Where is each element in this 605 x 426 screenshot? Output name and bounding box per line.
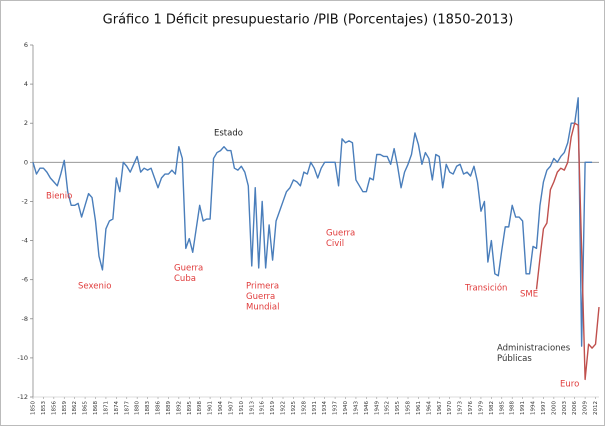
x-tick-label: 1961 <box>416 401 422 415</box>
y-tick-label: 6 <box>24 41 28 49</box>
x-tick-label: 1919 <box>270 401 276 415</box>
x-tick-label: 1949 <box>374 401 380 415</box>
annotation: Mundial <box>246 303 279 313</box>
x-tick-label: 1982 <box>489 401 495 415</box>
x-tick-label: 1997 <box>541 401 547 415</box>
annotation: Transición <box>464 283 507 294</box>
x-tick-label: 1850 <box>31 401 37 415</box>
x-tick-label: 1925 <box>291 401 297 415</box>
x-tick-label: 1958 <box>406 401 412 415</box>
x-tick-label: 2000 <box>551 401 557 415</box>
y-tick-label: -8 <box>22 315 28 323</box>
x-tick-label: 1868 <box>93 401 99 415</box>
x-tick-label: 1895 <box>187 401 193 415</box>
annotation: Primera <box>246 282 279 292</box>
x-tick-label: 1970 <box>447 401 453 415</box>
x-tick-label: 1889 <box>166 401 172 415</box>
x-tick-label: 1913 <box>249 401 255 415</box>
x-tick-label: 1883 <box>145 401 151 415</box>
annotation: Bienio <box>46 192 72 202</box>
x-tick-label: 1952 <box>385 401 391 415</box>
x-tick-label: 1937 <box>333 401 339 415</box>
x-tick-label: 1988 <box>510 401 516 415</box>
x-tick-label: 1967 <box>437 401 443 415</box>
annotation: Euro <box>560 380 579 390</box>
annotation: Cuba <box>174 274 196 284</box>
y-tick-label: -12 <box>17 393 28 401</box>
x-tick-label: 1964 <box>426 401 432 415</box>
y-tick-label: 2 <box>24 119 28 127</box>
x-tick-label: 1940 <box>343 401 349 415</box>
x-tick-label: 2012 <box>593 401 599 415</box>
x-tick-label: 1901 <box>208 401 214 415</box>
annotation: Estado <box>214 129 243 139</box>
x-tick-label: 1946 <box>364 401 370 415</box>
x-tick-label: 1874 <box>114 401 120 415</box>
annotation: SME <box>520 290 538 300</box>
x-tick-label: 1910 <box>239 401 245 415</box>
data-line <box>32 97 593 347</box>
x-tick-label: 1985 <box>499 401 505 415</box>
x-tick-label: 1877 <box>124 401 130 415</box>
x-tick-label: 1853 <box>41 401 47 415</box>
x-tick-label: 1994 <box>531 401 537 415</box>
x-tick-label: 1943 <box>353 401 359 415</box>
x-tick-label: 2009 <box>583 401 589 415</box>
x-tick-label: 2006 <box>572 401 578 415</box>
annotation: Guerra <box>326 229 355 239</box>
x-tick-label: 2003 <box>562 401 568 415</box>
x-tick-label: 1907 <box>228 401 234 415</box>
x-tick-label: 1916 <box>260 401 266 415</box>
y-tick-label: -4 <box>22 237 28 245</box>
x-tick-label: 1928 <box>301 401 307 415</box>
x-tick-label: 1871 <box>103 401 109 415</box>
x-tick-label: 1898 <box>197 401 203 415</box>
chart-title: Gráfico 1 Déficit presupuestario /PIB (P… <box>103 13 514 28</box>
x-tick-label: 1922 <box>281 401 287 415</box>
y-tick-label: -2 <box>22 197 28 205</box>
x-tick-label: 1934 <box>322 401 328 415</box>
x-tick-label: 1973 <box>458 401 464 415</box>
x-tick-label: 1892 <box>176 401 182 415</box>
annotation: Administraciones <box>497 344 571 354</box>
annotation: Sexenio <box>78 282 111 292</box>
x-tick-label: 1865 <box>83 401 89 415</box>
x-tick-label: 1856 <box>51 401 57 415</box>
x-tick-label: 1862 <box>72 401 78 415</box>
annotation: Guerra <box>174 264 203 274</box>
y-tick-label: -10 <box>17 354 28 362</box>
x-tick-label: 1886 <box>156 401 162 415</box>
x-tick-label: 1991 <box>520 401 526 415</box>
x-tick-label: 1880 <box>135 401 141 415</box>
annotation: Guerra <box>246 292 275 302</box>
y-tick-label: 0 <box>24 158 28 166</box>
x-tick-label: 1859 <box>62 401 68 415</box>
y-tick-label: -6 <box>22 276 28 284</box>
x-tick-label: 1976 <box>468 401 474 415</box>
y-tick-label: 4 <box>24 80 28 88</box>
x-tick-label: 1931 <box>312 401 318 415</box>
annotation: Civil <box>326 239 344 249</box>
x-tick-label: 1904 <box>218 401 224 415</box>
annotation: Públicas <box>497 354 532 364</box>
data-line <box>535 122 600 381</box>
x-tick-label: 1979 <box>478 401 484 415</box>
x-tick-label: 1955 <box>395 401 401 415</box>
